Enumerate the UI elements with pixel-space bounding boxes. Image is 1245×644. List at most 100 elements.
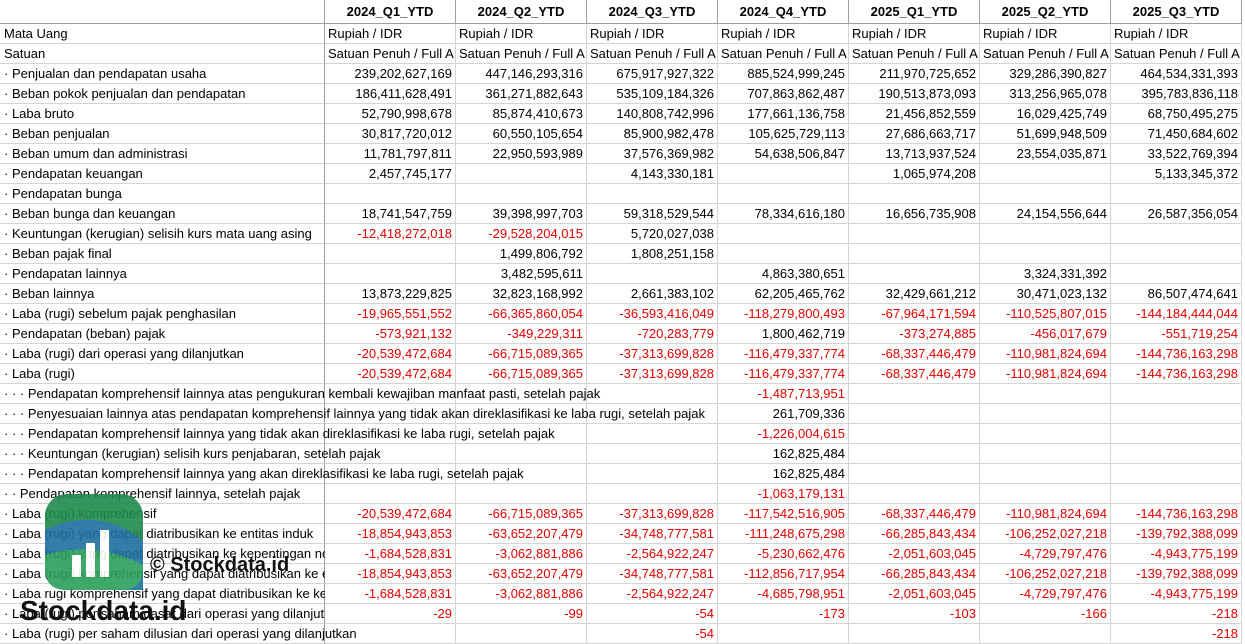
row-label: · Pendapatan keuangan [4,166,143,181]
value-cell: -37,313,699,828 [619,506,714,521]
row-label: · Pendapatan lainnya [4,266,127,281]
value-cell: 4,143,330,181 [630,166,714,181]
label-cell [0,584,325,604]
grid-cell [456,244,587,264]
grid-cell [325,324,456,344]
value-cell: 675,917,927,322 [616,66,714,81]
grid-cell [587,44,718,64]
grid-cell [456,24,587,44]
grid-cell [325,544,456,564]
grid-cell [456,204,587,224]
grid-cell [1111,104,1242,124]
value-cell: 26,587,356,054 [1147,206,1238,221]
grid-cell [718,424,849,444]
value-cell: -110,981,824,694 [1006,506,1107,521]
grid-cell [849,204,980,224]
grid-cell [980,424,1111,444]
value-cell: 30,817,720,012 [361,126,452,141]
column-header: 2024_Q3_YTD [587,0,718,24]
label-cell [0,424,325,444]
grid-cell [849,24,980,44]
grid-cell [980,564,1111,584]
grid-cell [587,464,718,484]
grid-cell [849,544,980,564]
grid-cell [325,444,456,464]
value-cell: -4,943,775,199 [1150,546,1238,561]
grid-cell [456,544,587,564]
grid-cell [587,264,718,284]
grid-cell [718,364,849,384]
grid-cell [456,404,587,424]
value-cell: 21,456,852,559 [885,106,976,121]
value-cell: -116,479,337,774 [744,346,845,361]
grid-cell [325,264,456,284]
row-label: · Laba (rugi) [4,366,75,381]
label-cell [0,344,325,364]
value-cell: 2,457,745,177 [368,166,452,181]
value-cell: 32,429,661,212 [885,286,976,301]
grid-cell [718,284,849,304]
grid-cell [325,64,456,84]
grid-cell [718,464,849,484]
row-label: · · · Pendapatan komprehensif lainnya ya… [4,466,524,481]
grid-cell [718,204,849,224]
grid-cell [980,484,1111,504]
value-cell: -720,283,779 [637,326,714,341]
grid-cell [456,144,587,164]
label-cell [0,544,325,564]
row-label: · · Pendapatan komprehensif lainnya, set… [4,486,301,501]
label-cell [0,124,325,144]
grid-cell [325,364,456,384]
value-cell: -66,285,843,434 [881,566,976,581]
label-cell [0,84,325,104]
value-cell: Rupiah / IDR [1114,26,1189,41]
value-cell: -18,854,943,853 [357,526,452,541]
grid-cell [718,24,849,44]
grid-cell [456,344,587,364]
value-cell: -118,279,800,493 [744,306,845,321]
grid-cell [980,384,1111,404]
grid-cell [587,484,718,504]
label-cell [0,184,325,204]
value-cell: 39,398,997,703 [492,206,583,221]
value-cell: 68,750,495,275 [1147,106,1238,121]
grid-cell [1111,304,1242,324]
grid-cell [587,564,718,584]
value-cell: 59,318,529,544 [623,206,714,221]
value-cell: -68,337,446,479 [881,366,976,381]
grid-cell [849,604,980,624]
grid-cell [1111,444,1242,464]
grid-cell [587,244,718,264]
value-cell: 162,825,484 [772,446,845,461]
grid-cell [325,204,456,224]
grid-cell [1111,144,1242,164]
grid-cell [1111,584,1242,604]
value-cell: 62,205,465,762 [754,286,845,301]
grid-cell [1111,364,1242,384]
grid-cell [325,464,456,484]
value-cell: -2,051,603,045 [888,546,976,561]
row-label: · Laba (rugi) per saham dilusian dari op… [4,626,357,641]
grid-cell [718,264,849,284]
row-label: · · · Penyesuaian lainnya atas pendapata… [4,406,705,421]
value-cell: 1,499,806,792 [499,246,583,261]
value-cell: -144,736,163,298 [1136,346,1238,361]
grid-cell [456,84,587,104]
value-cell: 1,808,251,158 [630,246,714,261]
row-label: · Pendapatan bunga [4,186,122,201]
grid-cell [980,444,1111,464]
value-cell: -116,479,337,774 [744,366,845,381]
grid-cell [325,24,456,44]
value-cell: 329,286,390,827 [1009,66,1107,81]
value-cell: 2,661,383,102 [630,286,714,301]
grid-cell [456,164,587,184]
grid-cell [849,224,980,244]
label-cell [0,104,325,124]
value-cell: 33,522,769,394 [1147,146,1238,161]
value-cell: Satuan Penuh / Full A [328,46,454,61]
value-cell: 5,133,345,372 [1154,166,1238,181]
value-cell: -456,017,679 [1030,326,1107,341]
grid-cell [849,324,980,344]
value-cell: -1,684,528,831 [364,546,452,561]
value-cell: 85,900,982,478 [623,126,714,141]
